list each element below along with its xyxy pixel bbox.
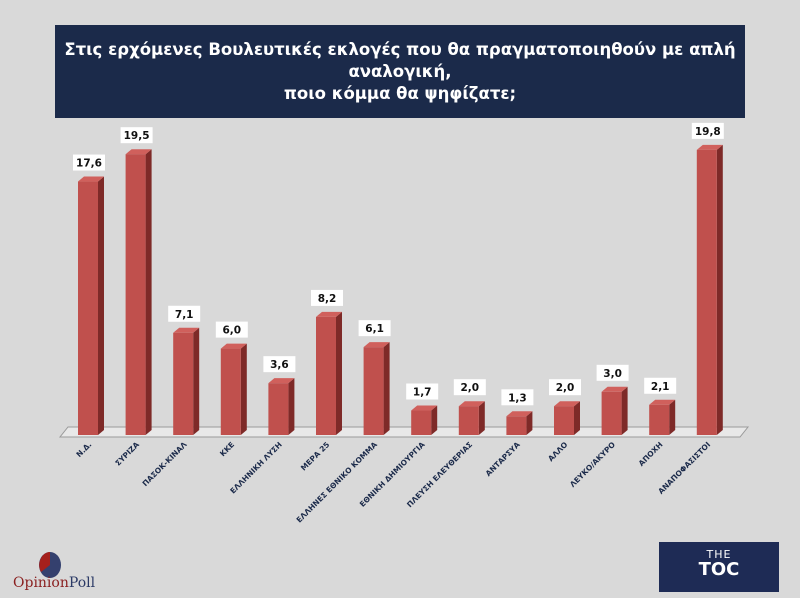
bar-top — [696, 144, 723, 150]
opinion-poll-logo-mark — [39, 552, 61, 578]
bar — [125, 154, 146, 435]
the-toc-logo: THE TOC — [659, 542, 779, 592]
bar — [220, 348, 241, 435]
bar — [363, 347, 384, 435]
chart-title: Στις ερχόμενες Βουλευτικές εκλογές που θ… — [55, 25, 745, 118]
bar — [649, 404, 670, 435]
data-label-box — [120, 127, 153, 144]
bar-top — [173, 327, 200, 333]
category-label: Ν.Δ. — [74, 440, 93, 459]
title-line-2: ποιο κόμμα θα ψηφίζατε; — [283, 83, 517, 103]
bar-top — [220, 343, 247, 349]
category-label: ΕΛΛΗΝΕΣ ΕΘΝΙΚΟ ΚΟΜΜΑ — [295, 440, 380, 525]
bar — [554, 406, 574, 435]
category-label: ΜΕΡΑ 25 — [299, 440, 331, 472]
category-label: ΑΛΛΟ — [546, 440, 569, 463]
bar — [458, 406, 479, 435]
bar-side — [431, 405, 438, 435]
bar — [696, 149, 717, 435]
logo-text-poll: Poll — [68, 575, 96, 591]
bar-top — [506, 411, 533, 417]
data-label: 2,0 — [460, 382, 479, 394]
data-label-box — [263, 356, 296, 373]
bar-top — [125, 149, 152, 155]
bar — [173, 332, 194, 435]
category-label: ΑΠΟΧΗ — [637, 440, 665, 468]
bar — [411, 410, 432, 435]
data-label-box — [73, 154, 105, 171]
data-label: 6,0 — [222, 325, 241, 337]
data-label-box — [311, 289, 343, 306]
category-label: ΕΛΛΗΝΙΚΗ ΛΥΣΗ — [228, 440, 283, 495]
bar-top — [601, 386, 628, 392]
data-label: 2,1 — [651, 381, 670, 393]
data-label-box — [501, 389, 534, 406]
data-label: 3,6 — [270, 359, 289, 371]
data-label-box — [358, 320, 391, 337]
data-label: 3,0 — [603, 368, 622, 380]
data-label: 1,3 — [508, 392, 527, 404]
bar-side — [145, 149, 152, 435]
bar-top — [316, 311, 342, 317]
data-label-box — [215, 321, 248, 338]
bar-side — [621, 386, 628, 435]
opinion-poll-logo — [10, 548, 90, 592]
bar-side — [574, 401, 580, 435]
bar-top — [411, 405, 438, 411]
toc-logo-the: THE — [706, 548, 732, 561]
data-label: 8,2 — [318, 293, 337, 305]
bar-top — [554, 401, 580, 407]
data-label-box — [596, 364, 629, 381]
data-label: 17,6 — [76, 158, 102, 170]
category-label: ΚΚΕ — [218, 440, 236, 458]
category-label: ΛΕΥΚΟ/ΑΚΥΡΟ — [568, 440, 617, 489]
bar-side — [288, 378, 295, 435]
category-label: ΑΝΤΑΡΣΥΑ — [484, 440, 522, 478]
bar — [78, 181, 98, 435]
data-label: 1,7 — [413, 387, 432, 399]
toc-logo-main: TOC — [698, 559, 740, 580]
bar-side — [98, 176, 104, 435]
data-label-box — [549, 379, 581, 396]
bar — [506, 416, 527, 435]
category-label: ΣΥΡΙΖΑ — [113, 440, 141, 468]
chart-floor — [58, 426, 750, 438]
bar-side — [478, 401, 485, 435]
logo-text-opinion: Opinion — [13, 575, 69, 591]
bar-top — [649, 399, 676, 405]
title-line-1: Στις ερχόμενες Βουλευτικές εκλογές που θ… — [64, 39, 736, 81]
bar-top — [268, 378, 295, 384]
bar-side — [383, 342, 390, 435]
bar-side — [240, 343, 247, 435]
bar — [601, 391, 622, 435]
bar-side — [669, 399, 676, 435]
data-label-box — [453, 379, 486, 396]
data-label-box — [168, 305, 201, 322]
data-label: 2,0 — [556, 382, 575, 394]
data-label-box — [691, 122, 724, 139]
bar — [316, 316, 336, 435]
data-label: 19,8 — [695, 126, 721, 138]
data-label: 19,5 — [124, 130, 150, 142]
category-label: ΠΑΣΟΚ-ΚΙΝΑΛ — [141, 440, 189, 488]
data-label: 7,1 — [175, 309, 194, 321]
bar-top — [363, 342, 390, 348]
data-label: 6,1 — [365, 323, 384, 335]
bar-side — [716, 144, 723, 435]
bar-side — [526, 411, 533, 435]
bar-side — [336, 311, 342, 435]
bar — [268, 383, 289, 435]
bar-top — [458, 401, 485, 407]
opinion-poll-wordmark: OpinionPoll — [13, 575, 95, 591]
category-label: ΑΝΑΠΟΦΑΣΙΣΤΟΙ — [656, 440, 712, 496]
bar-side — [193, 327, 200, 435]
bar-top — [78, 176, 104, 182]
data-label-box — [644, 377, 677, 394]
data-label-box — [406, 383, 439, 400]
